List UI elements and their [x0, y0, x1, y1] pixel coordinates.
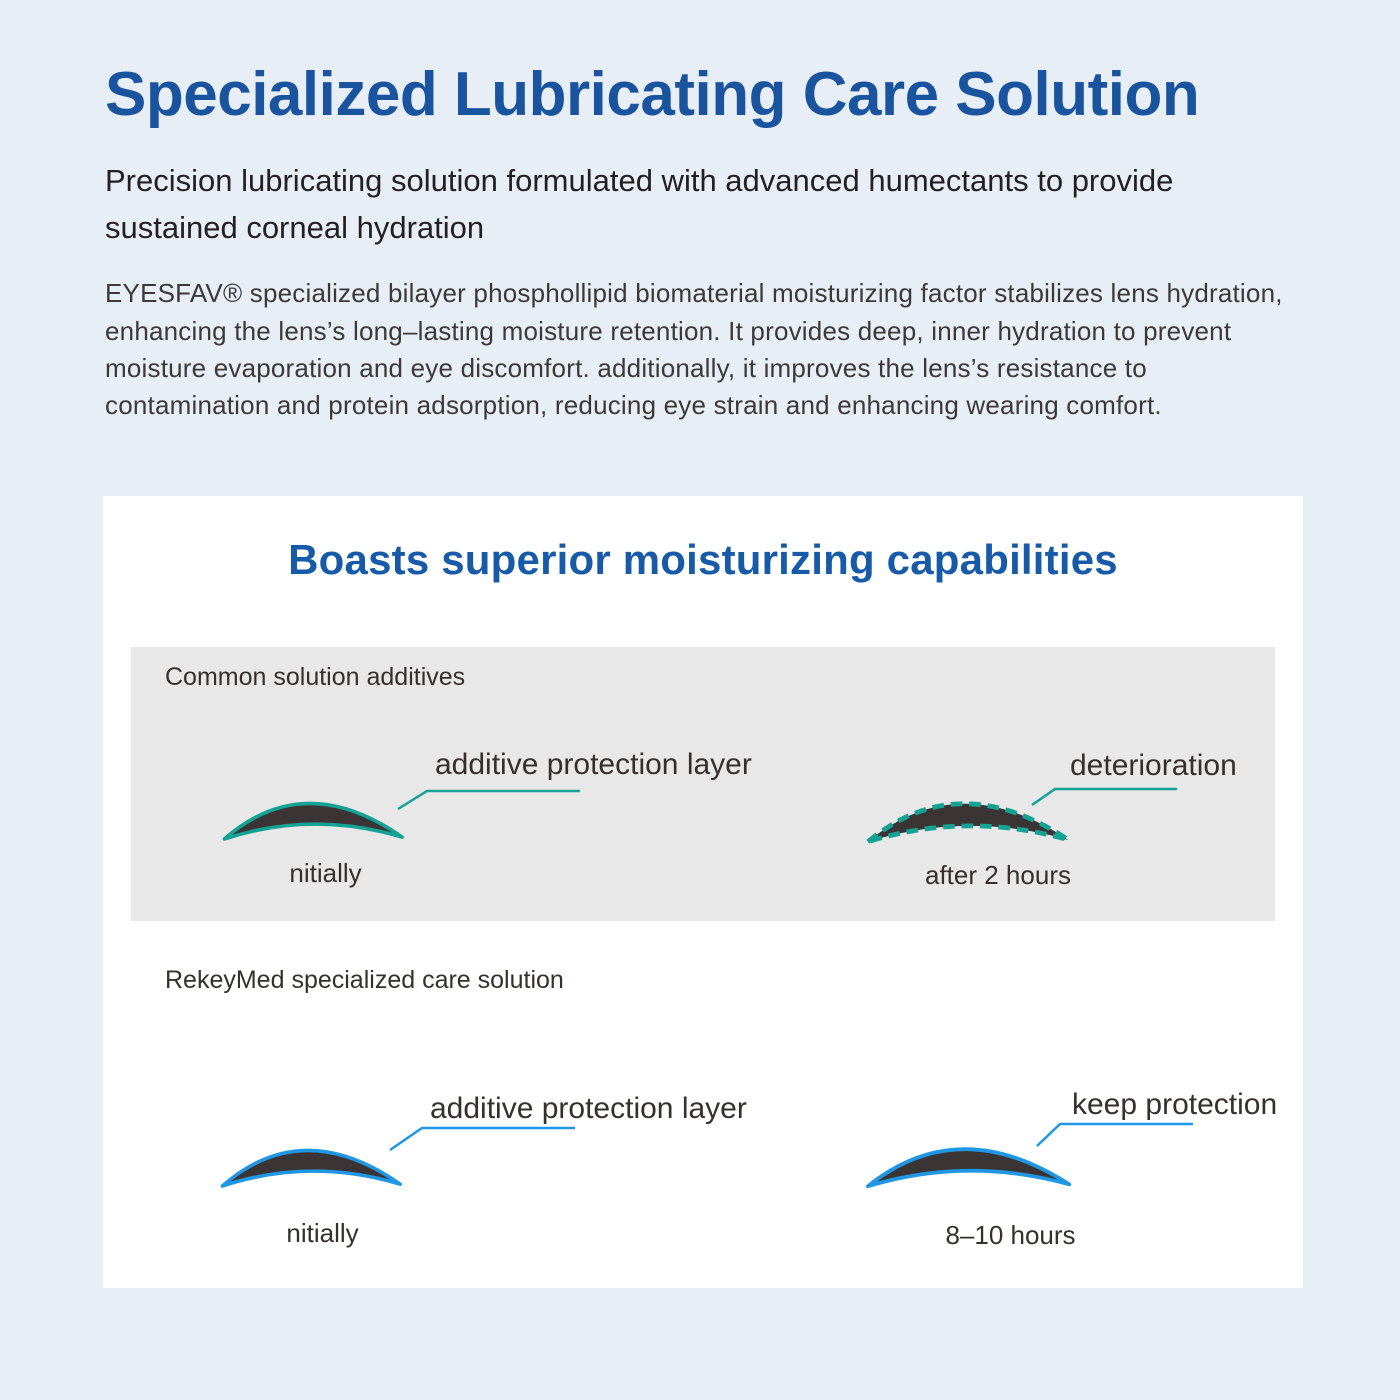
annotation-additive-protection-layer: additive protection layer: [430, 1092, 747, 1125]
caption-8-10-hours: 8–10 hours: [945, 1220, 1076, 1250]
common-additives-label: Common solution additives: [165, 663, 466, 691]
lens-common-initial-illustration: [222, 801, 404, 841]
caption-initially: nitially: [289, 858, 362, 888]
intro-section: Specialized Lubricating Care Solution Pr…: [105, 58, 1310, 424]
caption-initially: nitially: [286, 1218, 359, 1248]
caption-after-2-hours: after 2 hours: [925, 860, 1071, 890]
leader-line-blue: [389, 1126, 575, 1152]
page-subtitle: Precision lubricating solution formulate…: [105, 163, 1174, 245]
common-additives-panel: [131, 647, 1275, 921]
leader-line-blue: [1036, 1122, 1193, 1147]
lens-rekeymed-initial-illustration: [220, 1148, 402, 1188]
annotation-deterioration: deterioration: [1070, 749, 1237, 782]
page-description: EYESFAV® specialized bilayer phosphollip…: [105, 278, 1283, 420]
moisturizing-capabilities-card: Boasts superior moisturizing capabilitie…: [103, 496, 1303, 1288]
lens-rekeymed-8-10h-illustration: [865, 1147, 1072, 1189]
leader-line-teal: [397, 789, 580, 811]
page-title: Specialized Lubricating Care Solution: [105, 60, 1200, 129]
annotation-additive-protection-layer: additive protection layer: [435, 748, 752, 781]
leader-line-teal: [1031, 787, 1177, 807]
rekeymed-solution-label: RekeyMed specialized care solution: [165, 966, 564, 994]
lens-common-after2h-illustration: [865, 801, 1071, 845]
card-title: Boasts superior moisturizing capabilitie…: [288, 536, 1118, 583]
annotation-keep-protection: keep protection: [1072, 1088, 1278, 1121]
